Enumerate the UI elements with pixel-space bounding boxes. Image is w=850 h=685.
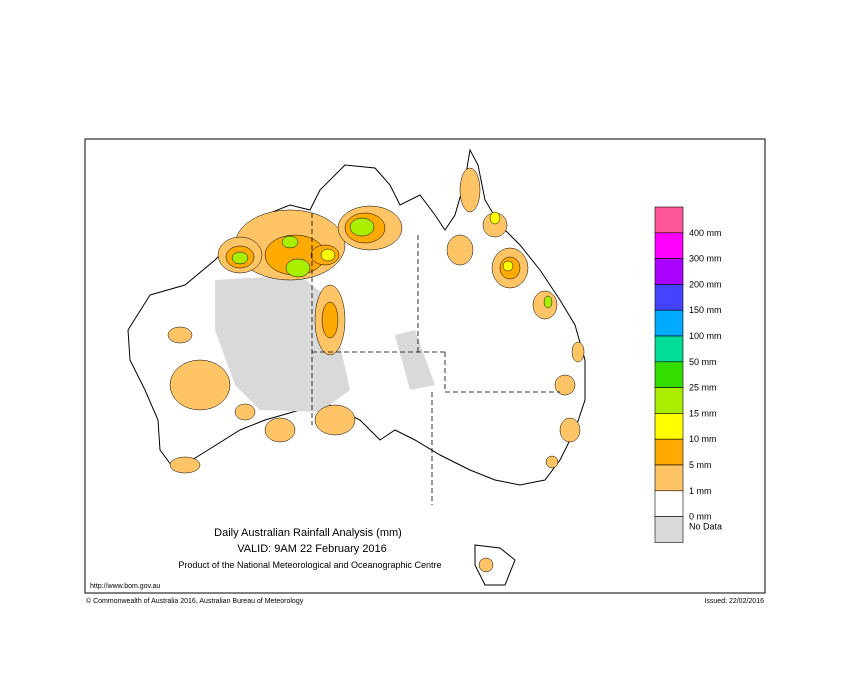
legend-label: 300 mm [689,254,722,264]
legend-swatch [654,206,684,234]
legend-label: 25 mm [689,383,717,393]
rain-10mm [320,211,514,272]
legend-label: 50 mm [689,357,717,367]
state-borders [311,213,560,505]
legend-label: 5 mm [689,460,712,470]
url: http://www.bom.gov.au [90,583,160,590]
legend-label: 1 mm [689,486,712,496]
legend-swatch [654,361,684,388]
legend-swatch [654,335,684,363]
legend-swatch [654,284,684,311]
legend-label: 10 mm [689,434,717,444]
issued-date: Issued: 22/02/2016 [704,598,764,605]
tasmania [474,544,516,586]
legend-label: 0 mm [689,512,712,522]
legend-label: No Data [689,522,722,532]
map-title: Daily Australian Rainfall Analysis (mm) [214,527,402,539]
legend-swatch [654,387,684,414]
legend-swatch [654,413,684,440]
australia-map [127,148,586,586]
rain-15mm [231,217,553,309]
legend-label: 15 mm [689,408,717,418]
legend-swatch [654,258,684,285]
legend-label: 150 mm [689,305,722,315]
legend-label: 100 mm [689,331,722,341]
valid-time: VALID: 9AM 22 February 2016 [237,543,387,555]
legend-swatch [654,490,684,517]
legend-swatch [654,309,684,337]
legend-label: 400 mm [689,228,722,238]
product-note: Product of the National Meteorological a… [178,560,441,570]
no-data-area [395,330,435,390]
legend-swatch [654,232,684,259]
legend-swatch [654,464,684,492]
legend-label: 200 mm [689,279,722,289]
legend-swatch [654,516,684,543]
legend: 400 mm 300 mm 200 mm 150 mm 100 mm 50 mm 25 mm… [654,206,722,543]
legend-swatch [654,438,684,466]
copyright: © Commonwealth of Australia 2016, Austra… [86,597,304,605]
